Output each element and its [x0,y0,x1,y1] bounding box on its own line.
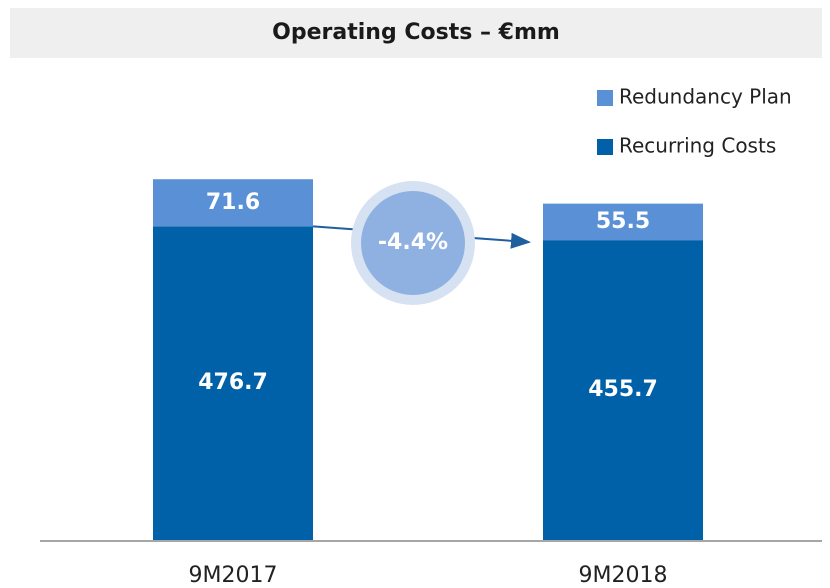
value-label: 55.5 [596,209,650,234]
legend-label: Redundancy Plan [619,85,792,109]
annotation-circle [361,191,465,295]
x-tick-label: 9M2017 [189,563,278,588]
legend-label: Recurring Costs [619,134,776,158]
x-tick-label: 9M2018 [579,563,668,588]
value-label: 476.7 [198,370,268,395]
bar-segment [543,240,703,540]
legend-swatch [597,90,613,106]
bar-segment [153,226,313,540]
value-label: 455.7 [588,377,658,402]
bar-segment [153,179,313,227]
title-band [10,8,822,58]
annotation: -4.4% [378,230,448,255]
bar-segment [543,203,703,241]
chart-title: Operating Costs – €mm [272,20,560,45]
legend-swatch [597,139,613,155]
value-label: 71.6 [206,190,260,215]
